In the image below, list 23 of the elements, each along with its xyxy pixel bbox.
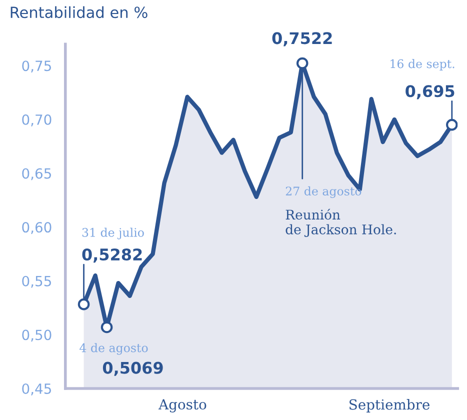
chart-title: Rentabilidad en % <box>10 6 148 18</box>
text: Septiembre <box>350 399 430 412</box>
annotation: 27 de agosto <box>286 186 362 198</box>
y-tick-label: 0,50 <box>22 330 52 342</box>
point <box>296 57 308 70</box>
data-label: 0,695 <box>406 85 454 100</box>
annotation: 16 de sept. <box>390 59 454 70</box>
point <box>100 321 113 334</box>
y-tick-label: 0,60 <box>22 222 52 234</box>
annotation: Reunión de Jackson Hole. <box>286 208 396 237</box>
data-label: 0,5069 <box>102 362 163 376</box>
annotation: 4 de agosto <box>80 343 148 355</box>
data-label: 0,7522 <box>272 32 332 46</box>
point <box>446 118 458 131</box>
point <box>78 298 90 310</box>
y-tick-label: 0,75 <box>22 60 51 73</box>
y-tick-label: 0,65 <box>22 168 51 180</box>
y-tick-label: 0,55 <box>22 276 51 288</box>
text: Agosto <box>158 399 206 412</box>
y-tick-label: 0,70 <box>22 114 52 126</box>
y-tick-label: 0,45 <box>22 383 51 396</box>
data-label: 0,5282 <box>82 248 142 263</box>
annotation: 31 de julio <box>82 228 144 240</box>
